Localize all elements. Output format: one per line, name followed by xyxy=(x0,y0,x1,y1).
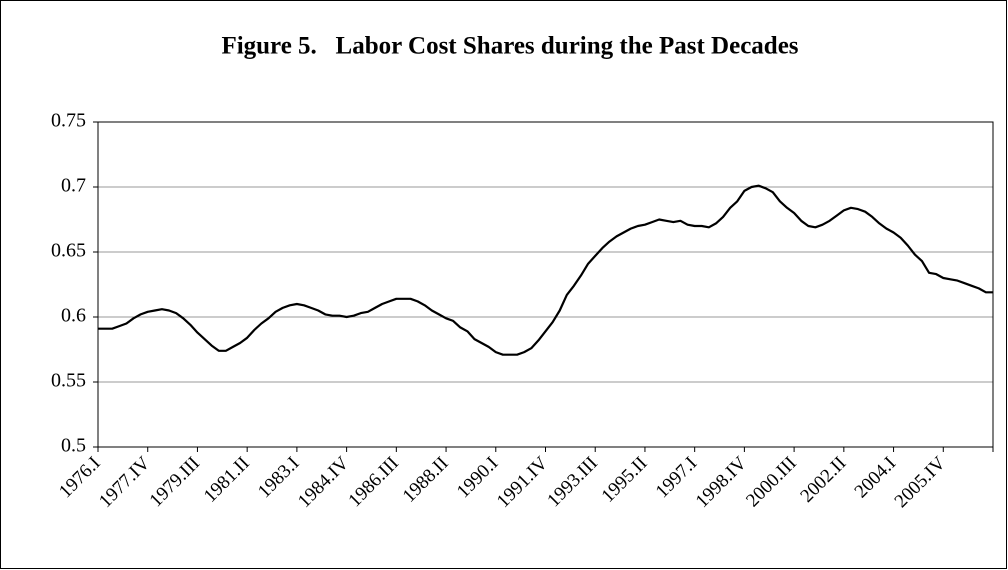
y-tick-label: 0.55 xyxy=(51,370,86,392)
y-tick-label: 0.7 xyxy=(61,175,86,197)
y-tick-label: 0.5 xyxy=(61,435,86,457)
y-tick-label: 0.6 xyxy=(61,305,86,327)
y-tick-label: 0.65 xyxy=(51,240,86,262)
chart-title: Figure 5. Labor Cost Shares during the P… xyxy=(221,33,798,60)
y-tick-label: 0.75 xyxy=(51,110,86,132)
line xyxy=(98,184,993,356)
